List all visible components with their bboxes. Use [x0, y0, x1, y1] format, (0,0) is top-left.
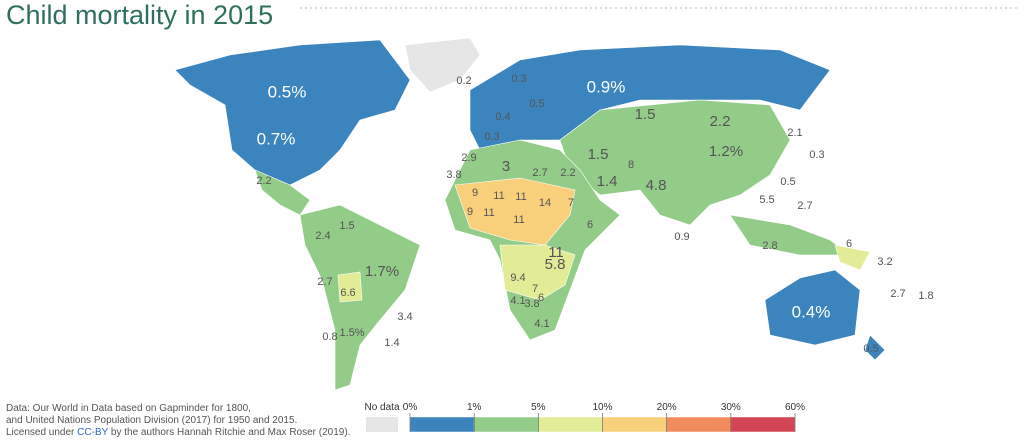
map-label: 2.2: [256, 175, 271, 187]
map-label: 0.2: [456, 75, 471, 87]
map-label: 1.7%: [365, 263, 399, 280]
map-label: 2.2: [560, 167, 575, 179]
map-label: 1.2%: [709, 143, 743, 160]
png: [834, 244, 871, 271]
map-label: 0.3: [809, 149, 824, 161]
source-line: Licensed under CC-BY by the authors Hann…: [6, 427, 350, 438]
map-label: 2.7: [890, 288, 905, 300]
map-label: 6: [538, 292, 544, 304]
title: Child mortality in 2015: [6, 0, 273, 30]
map-label: 3.8: [446, 169, 461, 181]
map-label: 3.8: [524, 298, 539, 310]
map-label: 0.3: [511, 73, 526, 85]
map-label: 1.5: [339, 220, 354, 232]
map-label: 9.4: [510, 272, 525, 284]
no-data-label: No data: [364, 402, 399, 413]
map-label: 0.4: [495, 111, 510, 123]
map-label: 6.6: [340, 287, 355, 299]
license-link[interactable]: CC-BY: [77, 427, 108, 438]
sahel: [454, 177, 576, 246]
asia: [559, 99, 791, 226]
source-text: Licensed under: [6, 427, 77, 438]
source-line: and United Nations Population Division (…: [6, 415, 297, 426]
no-data-swatch: [366, 417, 398, 432]
legend-label: 1%: [467, 402, 482, 413]
map-label: 0.5%: [268, 82, 307, 101]
map-label: 2.7: [317, 276, 332, 288]
map-labels: 0.5% 0.7% 0.9% 1.5 2.2 1.2% 1.5 3 2.7 2.…: [256, 73, 933, 355]
map-label: 9: [467, 206, 473, 218]
bolivia: [337, 271, 363, 303]
map-label: 11: [513, 214, 524, 226]
map-label: 2.2: [710, 113, 731, 130]
source-text: by the authors Hannah Ritchie and Max Ro…: [108, 427, 350, 438]
world-map: [174, 37, 886, 391]
map-label: 6: [846, 238, 852, 250]
legend-swatch: [538, 416, 603, 433]
map-label: 11: [493, 190, 504, 202]
legend-swatch: [602, 416, 667, 433]
greenland: [404, 37, 481, 93]
map-label: 0.5: [780, 176, 795, 188]
legend-label: 5%: [531, 402, 546, 413]
map-label: 7: [532, 283, 538, 295]
map-label: 1.4: [384, 337, 399, 349]
legend-label: 10%: [592, 402, 612, 413]
map-label: 0.4%: [792, 302, 831, 321]
map-label: 0.5: [863, 343, 878, 355]
map-label: 8: [628, 159, 634, 171]
map-label: 1.5%: [339, 327, 364, 339]
map-label: 0.9: [674, 231, 689, 243]
map-label: 2.9: [461, 152, 476, 164]
map-label: 0.3: [484, 131, 499, 143]
africa-central: [499, 244, 576, 301]
indonesia: [729, 214, 851, 256]
north-america: [174, 39, 411, 186]
map-label: 5.5: [759, 194, 774, 206]
map-label: 1.8: [918, 290, 933, 302]
legend-swatch: [666, 416, 732, 433]
legend-swatch: [409, 416, 475, 433]
map-label: 7: [568, 197, 574, 209]
map-label: 4.1: [534, 318, 549, 330]
source: Data: Our World in Data based on Gapmind…: [6, 403, 350, 438]
map-label: 2.1: [787, 127, 802, 139]
map-label: 9: [472, 187, 478, 199]
map-label: 3.2: [877, 256, 892, 268]
map-label: 1.5: [588, 146, 609, 163]
map-label: 0.9%: [587, 77, 626, 96]
map-label: 0.5: [529, 98, 544, 110]
map-label: 2.8: [762, 240, 777, 252]
source-line: Data: Our World in Data based on Gapmind…: [6, 403, 251, 414]
new-zealand: [864, 334, 886, 361]
map-label: 3.4: [397, 311, 412, 323]
map-label: 11: [548, 244, 564, 261]
map-label: 0.7%: [257, 129, 296, 148]
legend: 0% 1% 5% 10% 20% 30% 60%: [403, 402, 805, 433]
legend-label: 0%: [403, 402, 418, 413]
map-label: 2.4: [315, 230, 330, 242]
map-label: 1.5: [635, 106, 656, 123]
map-label: 5.8: [545, 256, 566, 273]
legend-swatch: [730, 416, 796, 433]
map-label: 2.7: [797, 200, 812, 212]
map-label: 2.7: [532, 167, 547, 179]
legend-label: 60%: [785, 402, 805, 413]
australia: [764, 269, 861, 346]
map-label: 11: [483, 207, 494, 219]
map-label: 14: [539, 197, 551, 209]
map-label: 0.8: [322, 331, 337, 343]
map-label: 11: [515, 191, 526, 203]
legend-swatch: [473, 416, 539, 433]
map-label: 6: [587, 219, 593, 231]
map-label: 1.4: [597, 173, 618, 190]
legend-label: 30%: [721, 402, 741, 413]
map-label: 4.1: [510, 295, 525, 307]
map-label: 3: [502, 158, 510, 175]
map-label: 4.8: [646, 177, 667, 194]
legend-label: 20%: [657, 402, 677, 413]
